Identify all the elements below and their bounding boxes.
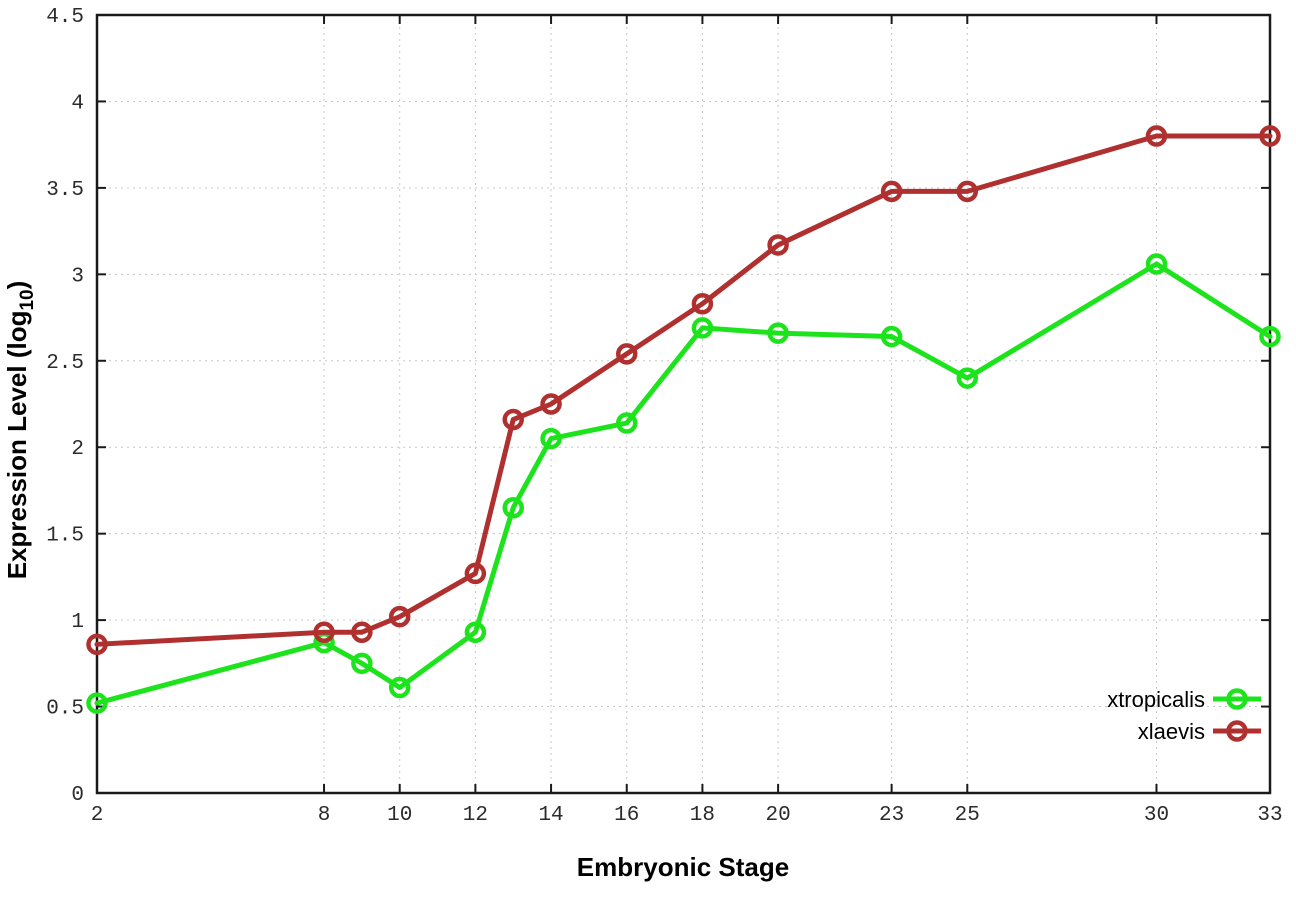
data-point-xtropicalis: [767, 322, 789, 344]
data-point-xlaevis: [351, 621, 373, 643]
y-tick-label: 2.5: [46, 352, 84, 375]
x-tick-label: 18: [690, 804, 715, 827]
data-point-xtropicalis: [691, 317, 714, 339]
x-tick-label: 30: [1144, 804, 1169, 827]
y-tick-label: 3: [71, 265, 84, 288]
x-tick-label: 10: [387, 804, 412, 827]
x-tick-label: 23: [879, 804, 904, 827]
y-axis-title: Expression Level (log10): [2, 281, 38, 580]
legend-sample-marker-xtropicalis: [1226, 688, 1248, 710]
data-point-xlaevis: [691, 292, 714, 315]
series-group: [86, 125, 1281, 714]
data-point-xlaevis: [615, 343, 638, 365]
x-tick-label: 8: [318, 804, 331, 827]
x-tick-label: 2: [91, 804, 104, 827]
y-tick-label: 0.5: [46, 698, 84, 721]
data-point-xlaevis: [464, 562, 487, 585]
data-point-xlaevis: [388, 605, 411, 628]
data-point-xtropicalis: [502, 496, 524, 519]
x-tick-label: 16: [614, 804, 639, 827]
data-point-xtropicalis: [956, 367, 979, 389]
data-point-xtropicalis: [388, 676, 411, 699]
gridlines: [97, 15, 1270, 793]
y-tick-label: 4: [71, 92, 84, 115]
y-tick-label: 3.5: [46, 179, 84, 202]
data-point-xtropicalis: [351, 652, 373, 675]
x-tick-label: 14: [538, 804, 563, 827]
y-tick-label: 2: [71, 438, 84, 461]
x-tick-label: 12: [463, 804, 488, 827]
series-line-xlaevis: [94, 133, 1273, 647]
data-point-xlaevis: [86, 633, 108, 656]
x-tick-label: 25: [955, 804, 980, 827]
data-point-xtropicalis: [1145, 253, 1168, 275]
data-point-xtropicalis: [540, 427, 562, 450]
data-point-xlaevis: [767, 234, 789, 256]
data-point-xtropicalis: [1259, 325, 1281, 348]
data-point-xtropicalis: [464, 621, 487, 643]
x-axis-title: Embryonic Stage: [577, 852, 789, 882]
data-point-xlaevis: [956, 180, 979, 203]
data-point-xlaevis: [1259, 125, 1281, 147]
data-point-xtropicalis: [86, 692, 108, 714]
data-point-xlaevis: [540, 393, 562, 415]
data-point-xtropicalis: [615, 412, 638, 434]
legend-label-xtropicalis: xtropicalis: [1107, 687, 1205, 712]
y-tick-label: 1: [71, 611, 84, 634]
tick-labels: 2 8 10 12 14 16 18 20 23 25 30 33 0 0.5 1 1.5 2 2.5 3 3.5 4 4…: [46, 6, 1282, 827]
x-tick-label: 20: [765, 804, 790, 827]
y-tick-label: 1.5: [46, 525, 84, 548]
y-tick-label: 0: [71, 784, 84, 807]
data-point-xlaevis: [1145, 125, 1168, 147]
plot-border: [95, 13, 1272, 795]
data-point-xlaevis: [502, 408, 524, 431]
plot-border-rect: [95, 13, 1272, 795]
data-point-xlaevis: [313, 621, 335, 643]
x-tick-label: 33: [1257, 804, 1282, 827]
y-tick-label: 4.5: [46, 6, 84, 29]
legend-label-xlaevis: xlaevis: [1138, 719, 1205, 744]
data-point-xtropicalis: [880, 325, 903, 348]
legend: xtropicalis xlaevis: [1107, 687, 1261, 744]
axis-ticks: [96, 14, 1271, 794]
data-point-xlaevis: [880, 180, 903, 203]
legend-sample-marker-xlaevis: [1226, 720, 1248, 742]
